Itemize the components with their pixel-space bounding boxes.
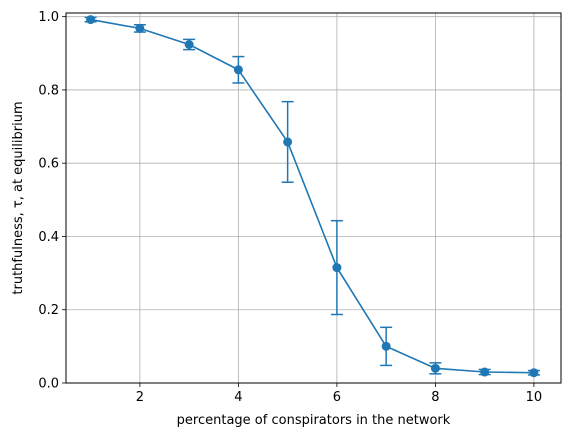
data-point — [332, 263, 342, 273]
data-point — [529, 368, 539, 378]
data-point — [86, 15, 96, 25]
data-point — [135, 23, 145, 33]
data-point — [430, 363, 440, 373]
y-tick-label: 0.6 — [38, 157, 59, 172]
series-line — [90, 18, 534, 374]
ticks: 2 4 6 8 10 0.0 0.2 0.4 0.6 0.8 1.0 — [38, 10, 542, 405]
data-point — [381, 341, 391, 351]
x-tick-label: 8 — [431, 390, 439, 405]
x-tick-label: 10 — [526, 390, 543, 405]
data-point — [233, 65, 243, 75]
y-tick-label: 1.0 — [38, 10, 59, 25]
x-tick-label: 2 — [136, 390, 144, 405]
data-point — [283, 137, 293, 147]
y-tick-label: 0.0 — [38, 377, 59, 392]
x-tick-label: 6 — [333, 390, 341, 405]
data-series — [84, 15, 540, 378]
y-tick-label: 0.4 — [38, 230, 59, 245]
x-tick-label: 4 — [234, 390, 242, 405]
y-axis-label: truthfulness, τ, at equilibrium — [11, 101, 26, 294]
axes-frame — [65, 12, 562, 384]
y-tick-label: 0.8 — [38, 83, 59, 98]
data-point — [184, 40, 194, 50]
x-axis-label: percentage of conspirators in the networ… — [177, 413, 451, 428]
grid — [66, 13, 561, 384]
data-point — [480, 367, 490, 377]
y-tick-label: 0.2 — [38, 303, 59, 318]
